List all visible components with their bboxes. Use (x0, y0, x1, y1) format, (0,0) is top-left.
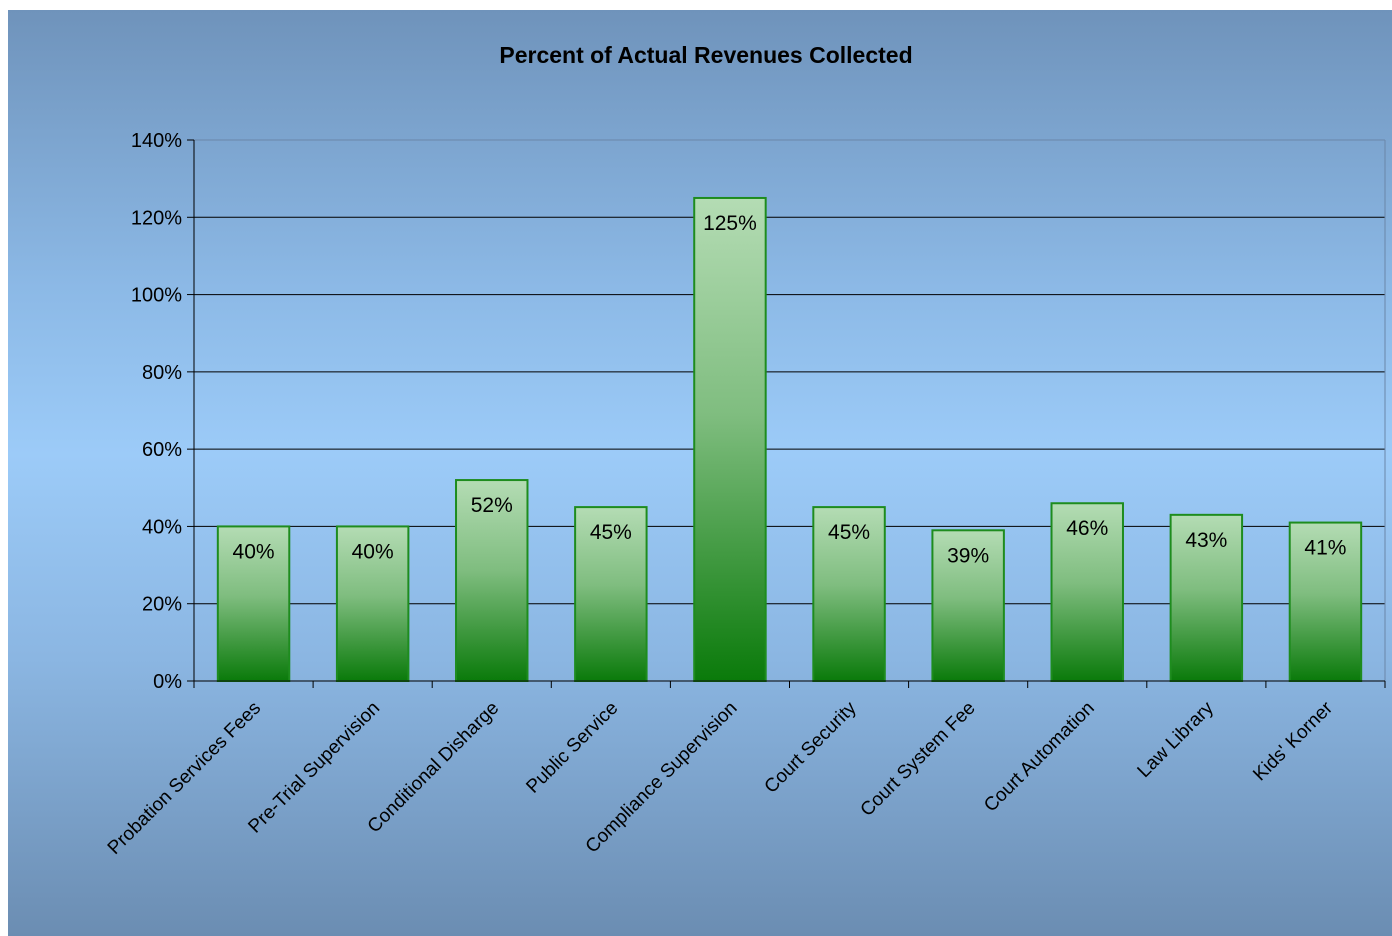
data-label: 43% (1185, 529, 1227, 552)
category-label: Kids' Korner (1249, 697, 1337, 785)
data-label: 40% (233, 540, 275, 563)
bars (216, 196, 1363, 683)
bar (455, 479, 529, 682)
y-tick-label: 80% (142, 362, 182, 384)
y-tick-label: 40% (142, 516, 182, 538)
y-tick-label: 20% (142, 594, 182, 616)
axes (187, 139, 1386, 688)
data-label: 46% (1066, 517, 1108, 540)
chart-title: Percent of Actual Revenues Collected (499, 42, 912, 68)
bar (812, 506, 886, 682)
category-label: Pre-Trial Supervision (244, 698, 384, 838)
data-label: 41% (1304, 537, 1346, 560)
category-label: Court System Fee (857, 698, 980, 821)
data-label: 45% (590, 521, 632, 544)
y-tick-label: 60% (142, 439, 182, 461)
data-label: 52% (471, 494, 513, 517)
category-label: Probation Services Fees (104, 698, 265, 859)
data-label: 39% (947, 544, 989, 567)
bar (335, 525, 410, 683)
bar (1169, 513, 1244, 683)
bar (931, 529, 1005, 682)
bar (574, 506, 648, 682)
data-label: 45% (828, 521, 870, 544)
bar (693, 196, 767, 682)
y-tick-label: 120% (131, 207, 182, 229)
category-label: Court Automation (980, 698, 1099, 817)
data-label: 40% (352, 540, 394, 563)
category-label: Law Library (1134, 697, 1219, 782)
data-label: 125% (703, 212, 757, 235)
y-tick-label: 100% (131, 285, 182, 307)
category-label: Public Service (522, 698, 622, 798)
y-tick-label: 0% (153, 671, 182, 693)
category-label: Conditional Disharge (364, 698, 504, 838)
bar (1050, 502, 1124, 682)
y-tick-label: 140% (131, 130, 182, 152)
chart-area: Percent of Actual Revenues Collected 0% 2… (8, 10, 1392, 936)
category-label: Court Security (761, 697, 861, 797)
bar-chart: Percent of Actual Revenues Collected 0% 2… (104, 42, 1386, 859)
